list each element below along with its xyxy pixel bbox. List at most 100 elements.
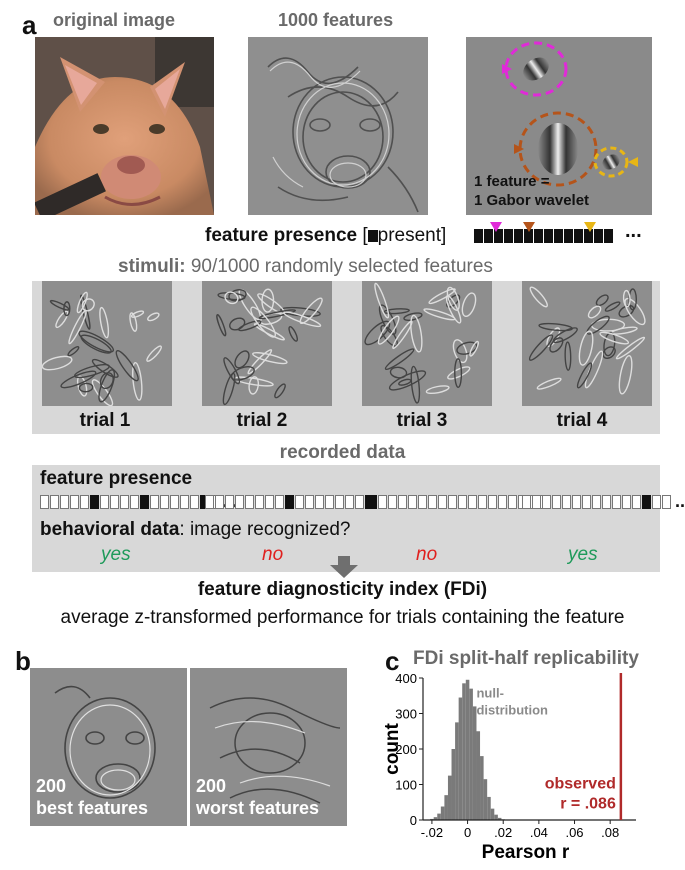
observed-label-line2: r = .086 <box>560 796 616 813</box>
answer-trial-2: no <box>262 544 284 565</box>
histogram-bar <box>476 731 481 820</box>
presence-cell <box>180 495 189 509</box>
histogram-chart: 0 100 200 300 400 -.02 0 .02 .04 .06 .08 null-distr… <box>378 670 678 870</box>
panel-letter-a: a <box>22 10 37 40</box>
chart-title: FDi split-half replicability <box>413 648 639 669</box>
presence-cell <box>642 495 651 509</box>
histogram-bar <box>497 817 502 820</box>
fdi-title: feature diagnosticity index (FDi) <box>197 579 488 600</box>
presence-cell <box>602 495 611 509</box>
presence-cell <box>652 495 661 509</box>
presence-cell <box>160 495 169 509</box>
marker-brown-icon <box>523 219 535 237</box>
feature-presence-legend: feature presence [present] <box>205 225 446 247</box>
answer-trial-1: yes <box>101 544 131 565</box>
recorded-presence-label: feature presence <box>40 468 193 489</box>
null-distribution-label-line2: distribution <box>476 703 548 718</box>
presence-cell <box>508 495 517 509</box>
fdi-subtitle: average z-transformed performance for tr… <box>60 607 625 628</box>
y-tick-label: 200 <box>395 742 417 757</box>
histogram-bar <box>433 817 438 820</box>
presence-cell <box>552 495 561 509</box>
presence-cell <box>544 229 553 243</box>
trial-4-stimulus-image <box>522 281 652 406</box>
presence-cell <box>150 495 159 509</box>
presence-cell <box>60 495 69 509</box>
trial-1-label: trial 1 <box>79 410 131 431</box>
presence-cell <box>130 495 139 509</box>
marker-magenta-icon <box>490 219 502 237</box>
answer-trial-3: no <box>416 544 438 565</box>
presence-cell <box>572 495 581 509</box>
x-tick-label: .04 <box>530 825 548 840</box>
histogram-bar <box>440 806 445 820</box>
answer-trial-4: yes <box>568 544 598 565</box>
presence-cell <box>612 495 621 509</box>
behavioral-label-rest: : image recognized? <box>179 519 351 540</box>
dog-photo <box>35 37 214 215</box>
presence-cell <box>90 495 99 509</box>
presence-cell <box>235 495 244 509</box>
original-image-label: original image <box>53 10 176 30</box>
recorded-ellipsis: ... <box>675 491 685 511</box>
presence-cell <box>532 495 541 509</box>
behavioral-label: behavioral data: image recognized? <box>40 519 351 541</box>
trial-3-stimulus-image <box>362 281 492 406</box>
histogram-bar <box>465 679 470 820</box>
presence-cell <box>170 495 179 509</box>
presence-cell <box>494 229 503 243</box>
present-swatch-icon <box>367 230 378 242</box>
best-features-image <box>30 668 187 826</box>
presence-cell <box>554 229 563 243</box>
trial-1-stimulus-image <box>42 281 172 406</box>
presence-cell <box>70 495 79 509</box>
worst-features-count: 200 <box>196 776 227 796</box>
panel-letter-c: c <box>385 646 400 676</box>
histogram-bar <box>444 795 448 820</box>
histogram-bar <box>469 688 473 820</box>
presence-cell <box>305 495 314 509</box>
presence-cell <box>285 495 294 509</box>
presence-cell <box>418 495 427 509</box>
recorded-presence-bar-trial-2: ... <box>205 492 393 510</box>
y-tick-label: 0 <box>410 813 417 828</box>
presence-cell <box>574 229 583 243</box>
presence-cell <box>100 495 109 509</box>
presence-cell <box>275 495 284 509</box>
recorded-data-panel <box>32 465 660 572</box>
presence-cell <box>245 495 254 509</box>
gabor-caption-line2: 1 Gabor wavelet <box>474 192 590 209</box>
presence-cell <box>522 495 531 509</box>
presence-cell <box>50 495 59 509</box>
presence-cell <box>592 495 601 509</box>
presence-cell <box>498 495 507 509</box>
presence-cell <box>504 229 513 243</box>
top-ellipsis: ... <box>625 220 642 242</box>
histogram-bar <box>472 706 477 820</box>
presence-cell <box>315 495 324 509</box>
histogram-bar <box>494 814 498 820</box>
y-axis-label: count <box>382 722 403 774</box>
y-tick-label: 100 <box>395 778 417 793</box>
histogram-bar <box>483 779 488 820</box>
histogram-bar <box>437 813 441 820</box>
presence-cell <box>255 495 264 509</box>
presence-cell <box>408 495 417 509</box>
present-label: present] <box>377 225 447 246</box>
trial-4-label: trial 4 <box>556 410 608 431</box>
stimuli-label-rest: 90/1000 randomly selected features <box>185 256 493 277</box>
presence-cell <box>40 495 49 509</box>
presence-cell <box>325 495 334 509</box>
histogram-bar <box>458 697 463 820</box>
histogram-bar <box>462 683 466 820</box>
presence-cell <box>388 495 397 509</box>
presence-cell <box>632 495 641 509</box>
histogram-bar <box>447 775 452 820</box>
presence-cell <box>478 495 487 509</box>
presence-cell <box>542 495 551 509</box>
x-tick-label: -.02 <box>421 825 443 840</box>
recorded-data-title: recorded data <box>279 442 406 463</box>
marker-yellow-icon <box>584 219 596 237</box>
presence-cell <box>215 495 224 509</box>
bracket-open: [ <box>362 225 368 246</box>
